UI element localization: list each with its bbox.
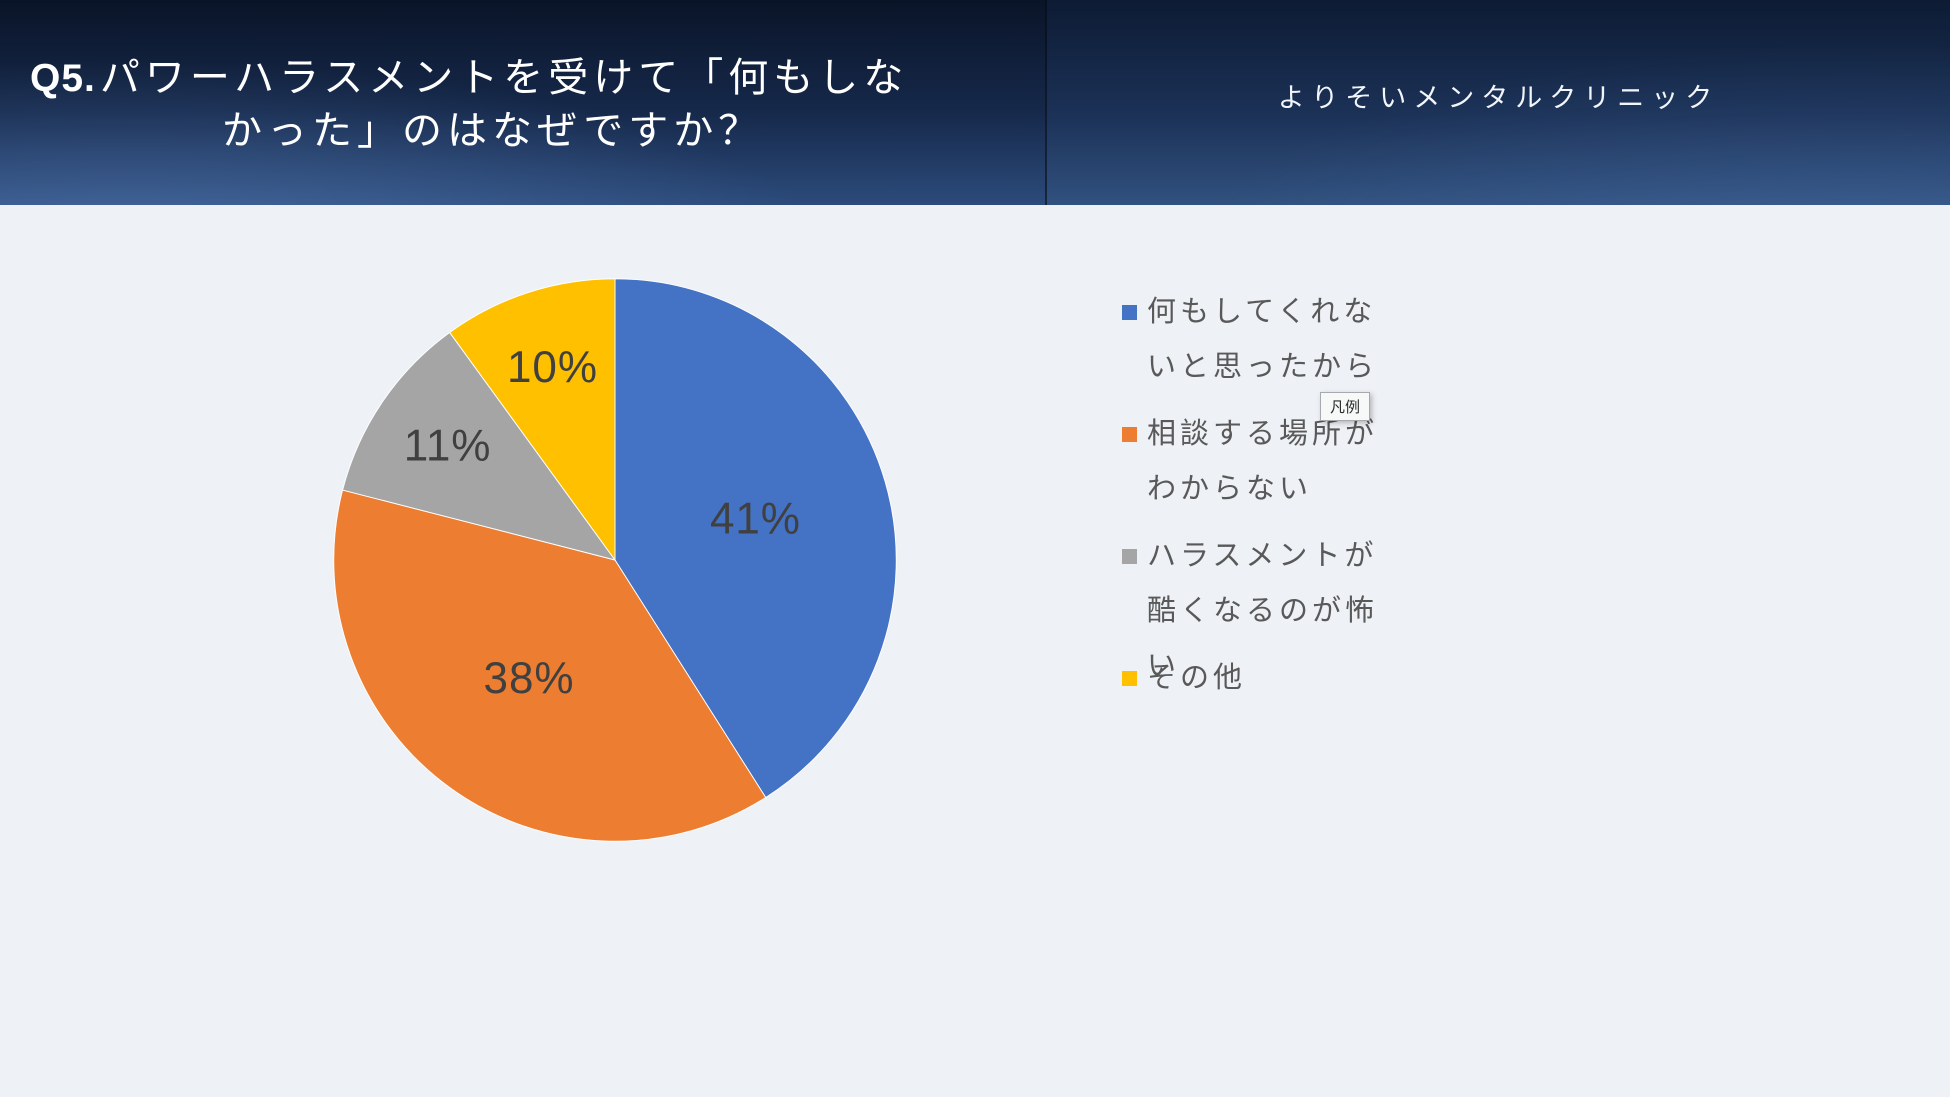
legend-item-2[interactable]: 相談する場所がわからない — [1122, 407, 1422, 517]
legend-label-1: 何もしてくれないと思ったから — [1147, 296, 1379, 383]
page-title: Q5. パワーハラスメントを受けて「何もしな かった」のはなぜですか？ — [30, 52, 1045, 157]
legend-tooltip: 凡例 — [1320, 392, 1371, 421]
legend-item-3[interactable]: ハラスメントが酷くなるのが怖い — [1122, 529, 1422, 682]
chart-area: 41% 38% 11% 10% 何もしてくれないと思ったから 相談する場所がわからないハ… — [0, 205, 1950, 1097]
question-title-line1: Q5. パワーハラスメントを受けて「何もしな — [30, 52, 1045, 105]
legend-swatch-icon — [1122, 305, 1137, 320]
legend-tooltip-label: 凡例 — [1330, 399, 1361, 416]
pie-percent-label-4: 10% — [507, 343, 598, 392]
legend-item-4[interactable]: その他 — [1122, 651, 1422, 706]
legend-label-4: その他 — [1147, 662, 1247, 694]
pie-slice-4[interactable] — [449, 278, 616, 562]
question-title-text1: パワーハラスメントを受けて「何もしな — [99, 56, 909, 100]
legend-swatch-icon — [1122, 427, 1137, 442]
pie-percent-label-1: 41% — [710, 495, 801, 544]
legend-swatch-icon — [1122, 549, 1137, 564]
legend-item-1[interactable]: 何もしてくれないと思ったから — [1122, 285, 1422, 395]
question-title-block: Q5. パワーハラスメントを受けて「何もしな かった」のはなぜですか？ — [0, 0, 1045, 205]
question-title-line2: かった」のはなぜですか？ — [222, 109, 764, 153]
pie-percent-label-3: 11% — [404, 422, 492, 471]
pie-percent-label-2: 38% — [484, 654, 575, 703]
pie-chart[interactable]: 41% 38% 11% 10% — [315, 260, 915, 860]
slide-header: Q5. パワーハラスメントを受けて「何もしな かった」のはなぜですか？ よりそいメ… — [0, 0, 1950, 205]
pie-slice-2[interactable] — [333, 489, 767, 842]
pie-slice-1[interactable] — [614, 278, 897, 799]
pie-slice-3[interactable] — [342, 331, 617, 561]
legend-label-3: ハラスメントが酷くなるのが怖い — [1147, 540, 1379, 682]
legend-swatch-icon — [1122, 671, 1137, 686]
pie-chart-container: 41% 38% 11% 10% — [315, 260, 915, 860]
question-number: Q5. — [30, 57, 96, 100]
clinic-brand-panel: よりそいメンタルクリニック — [1045, 0, 1950, 205]
chart-legend[interactable]: 何もしてくれないと思ったから 相談する場所がわからないハラスメントが酷くなるのが怖… — [1122, 285, 1422, 718]
legend-label-2: 相談する場所がわからない — [1147, 418, 1379, 505]
clinic-name: よりそいメンタルクリニック — [1277, 83, 1720, 113]
